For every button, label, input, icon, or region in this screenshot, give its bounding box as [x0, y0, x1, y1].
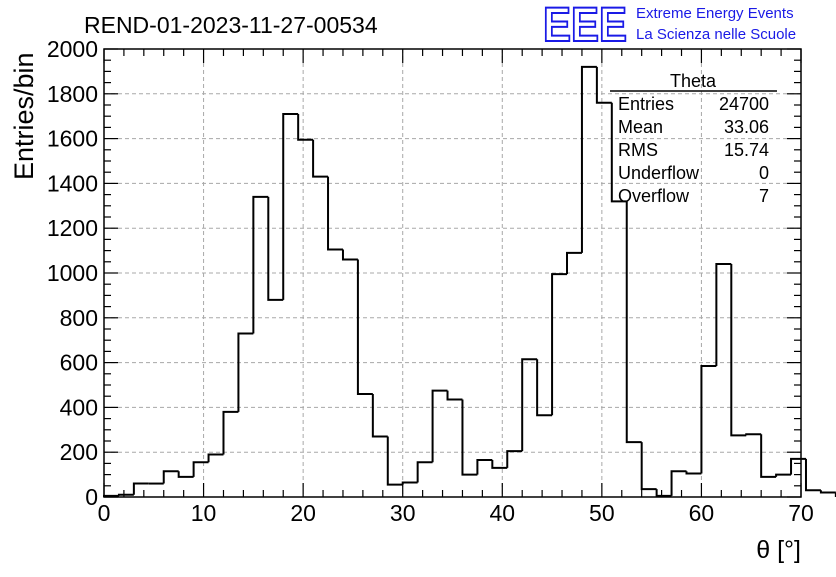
stats-row-label: Overflow	[618, 186, 690, 206]
histogram-bin	[715, 263, 732, 366]
histogram-bin	[536, 359, 553, 417]
histogram-bin	[595, 66, 612, 104]
histogram-bin	[327, 176, 343, 251]
y-tick-label: 1400	[47, 170, 98, 196]
histogram-bin	[461, 399, 478, 476]
chart-title: REND-01-2023-11-27-00534	[84, 12, 378, 38]
stats-row-label: Underflow	[618, 163, 700, 183]
histogram-bin	[356, 259, 373, 395]
histogram-bin	[655, 489, 672, 497]
histogram-bin	[282, 112, 299, 300]
histogram-bin	[297, 113, 314, 141]
stats-rows: Entries 24700 Mean 33.06 RMS 15.74 Underflow 0 O…	[618, 94, 769, 206]
eee-tagline: Extreme Energy Events La Scienza nelle S…	[636, 3, 796, 45]
eee-tagline-line2: La Scienza nelle Scuole	[636, 26, 797, 43]
histogram-bin	[760, 434, 777, 478]
histogram-bin	[237, 332, 254, 412]
stats-title: Theta	[670, 71, 717, 91]
y-axis-label: Entries/bin	[9, 52, 39, 180]
histogram-bin	[640, 442, 657, 491]
histogram-bin	[192, 461, 209, 477]
stats-row-value: 0	[759, 163, 769, 183]
stats-row-value: 24700	[719, 94, 769, 114]
histogram-bin	[610, 102, 627, 203]
histogram-bin	[790, 457, 806, 475]
histogram-bin	[222, 410, 239, 455]
histogram-bin	[341, 249, 358, 261]
x-tick-label: 10	[191, 500, 217, 526]
histogram-bin	[551, 273, 568, 416]
histogram-bin	[775, 473, 792, 477]
stats-box: Theta Entries 24700 Mean 33.06 RMS 15.74 Under…	[610, 71, 777, 206]
stats-row-label: Entries	[618, 94, 674, 114]
x-tick-label: 50	[589, 500, 615, 526]
x-tick-label: 60	[689, 500, 715, 526]
stats-row-label: Mean	[618, 117, 663, 137]
eee-logo-icon: EEE	[543, 2, 628, 44]
histogram-bin	[521, 358, 538, 452]
histogram-bin	[670, 470, 687, 496]
stats-row-value: 15.74	[724, 140, 769, 160]
y-tick-label: 200	[60, 439, 98, 465]
histogram-bin	[312, 139, 329, 178]
y-tick-label: 1200	[47, 215, 98, 241]
histogram-bin	[252, 195, 269, 334]
histogram-bin	[371, 393, 388, 438]
stats-row-value: 33.06	[724, 117, 769, 137]
histogram-bin	[819, 490, 836, 494]
plot-frame	[103, 48, 802, 498]
histogram-bin	[580, 65, 597, 253]
histogram-bin	[177, 471, 194, 478]
histogram-bin	[566, 251, 582, 275]
histogram-bin	[162, 470, 179, 484]
x-tick-label: 70	[788, 500, 814, 526]
histogram-bin	[401, 481, 418, 485]
x-tick-label: 0	[98, 500, 111, 526]
stats-row-value: 7	[759, 186, 769, 206]
histogram-bin	[386, 436, 403, 486]
histogram-bin	[625, 201, 642, 444]
histogram-bin	[267, 196, 284, 301]
x-tick-label: 40	[489, 500, 515, 526]
x-tick-label: 30	[390, 500, 416, 526]
histogram-bin	[730, 264, 747, 437]
histogram-bin	[491, 460, 508, 469]
y-tick-label: 1000	[47, 260, 98, 286]
y-tick-label: 2000	[47, 36, 98, 62]
x-axis-label: θ [°]	[756, 536, 801, 564]
histogram-bin	[745, 433, 762, 436]
histogram-bin	[506, 450, 523, 468]
axis-tick-labels: 0 10 20 30 40 50 60 700200400600800100012001400…	[47, 36, 814, 526]
y-tick-label: 1600	[47, 126, 98, 152]
y-tick-label: 800	[60, 305, 98, 331]
stats-row-label: RMS	[618, 140, 658, 160]
histogram-bin	[700, 364, 717, 474]
plot-frame-rect	[103, 48, 802, 498]
histogram-bin	[431, 389, 448, 463]
histogram-bin	[416, 461, 433, 483]
histogram-bin	[207, 453, 224, 463]
histogram-bars	[103, 65, 836, 497]
histogram-bin	[476, 459, 493, 475]
histogram-bin	[117, 493, 134, 496]
x-tick-label: 20	[290, 500, 316, 526]
y-tick-label: 400	[60, 394, 98, 420]
eee-logo-letters: EEE	[543, 2, 627, 44]
y-tick-label: 600	[60, 350, 98, 376]
histogram-bin	[446, 390, 463, 401]
y-tick-label: 0	[85, 484, 98, 510]
eee-tagline-line1: Extreme Energy Events	[636, 5, 794, 22]
histogram-bin	[685, 471, 702, 475]
grid-lines	[104, 49, 801, 497]
y-tick-label: 1800	[47, 81, 98, 107]
histogram-bin	[804, 458, 821, 492]
histogram-bin	[132, 482, 149, 495]
axis-ticks	[103, 48, 802, 498]
